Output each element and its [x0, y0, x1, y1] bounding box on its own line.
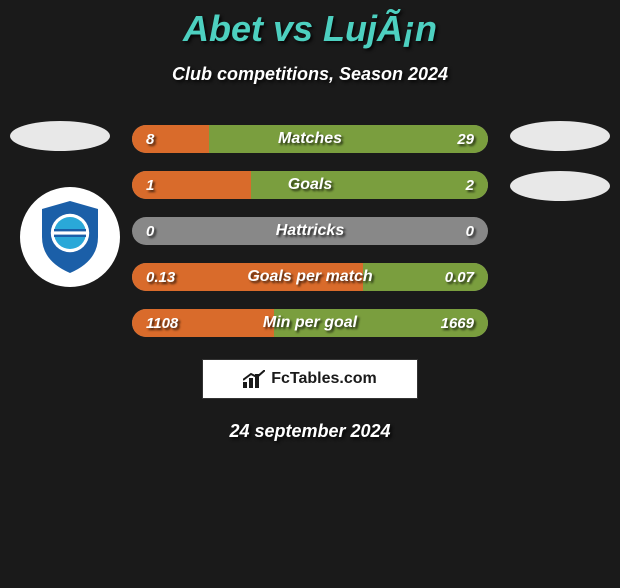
stat-bar: 0.130.07Goals per match — [132, 263, 488, 291]
shield-icon — [30, 197, 110, 277]
player-left-club-badge — [20, 187, 120, 287]
player-right-avatar-placeholder — [510, 121, 610, 151]
stat-bars-container: 829Matches 12Goals 00Hattricks 0.130.07Goal… — [132, 125, 488, 337]
stat-bar: 00Hattricks — [132, 217, 488, 245]
comparison-title: Abet vs LujÃ¡n — [0, 8, 620, 50]
brand-badge[interactable]: FcTables.com — [202, 359, 418, 399]
stat-label: Matches — [132, 130, 488, 148]
snapshot-date: 24 september 2024 — [0, 421, 620, 442]
player-left-avatar-placeholder — [10, 121, 110, 151]
stat-label: Goals — [132, 176, 488, 194]
stats-area: 829Matches 12Goals 00Hattricks 0.130.07Goal… — [0, 125, 620, 337]
stat-bar: 12Goals — [132, 171, 488, 199]
stat-label: Hattricks — [132, 222, 488, 240]
brand-text: FcTables.com — [271, 370, 377, 388]
stat-label: Min per goal — [132, 314, 488, 332]
stat-bar: 829Matches — [132, 125, 488, 153]
chart-icon — [243, 370, 265, 388]
player-right-club-placeholder — [510, 171, 610, 201]
stat-label: Goals per match — [132, 268, 488, 286]
stat-bar: 11081669Min per goal — [132, 309, 488, 337]
comparison-subtitle: Club competitions, Season 2024 — [0, 64, 620, 85]
